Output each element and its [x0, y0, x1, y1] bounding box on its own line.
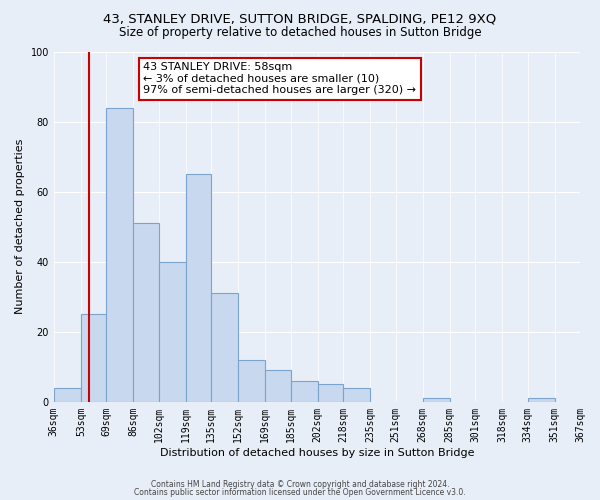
X-axis label: Distribution of detached houses by size in Sutton Bridge: Distribution of detached houses by size … — [160, 448, 474, 458]
Bar — [54, 388, 81, 402]
Bar — [343, 388, 370, 402]
Bar — [317, 384, 343, 402]
Bar — [211, 293, 238, 402]
Text: Size of property relative to detached houses in Sutton Bridge: Size of property relative to detached ho… — [119, 26, 481, 39]
Y-axis label: Number of detached properties: Number of detached properties — [15, 139, 25, 314]
Text: Contains public sector information licensed under the Open Government Licence v3: Contains public sector information licen… — [134, 488, 466, 497]
Bar — [159, 262, 186, 402]
Bar — [106, 108, 133, 402]
Bar — [265, 370, 290, 402]
Text: 43, STANLEY DRIVE, SUTTON BRIDGE, SPALDING, PE12 9XQ: 43, STANLEY DRIVE, SUTTON BRIDGE, SPALDI… — [103, 12, 497, 26]
Bar — [527, 398, 554, 402]
Text: 43 STANLEY DRIVE: 58sqm
← 3% of detached houses are smaller (10)
97% of semi-det: 43 STANLEY DRIVE: 58sqm ← 3% of detached… — [143, 62, 416, 95]
Bar — [238, 360, 265, 402]
Bar — [422, 398, 449, 402]
Bar — [290, 381, 317, 402]
Text: Contains HM Land Registry data © Crown copyright and database right 2024.: Contains HM Land Registry data © Crown c… — [151, 480, 449, 489]
Bar — [81, 314, 106, 402]
Bar — [133, 223, 159, 402]
Bar — [186, 174, 211, 402]
